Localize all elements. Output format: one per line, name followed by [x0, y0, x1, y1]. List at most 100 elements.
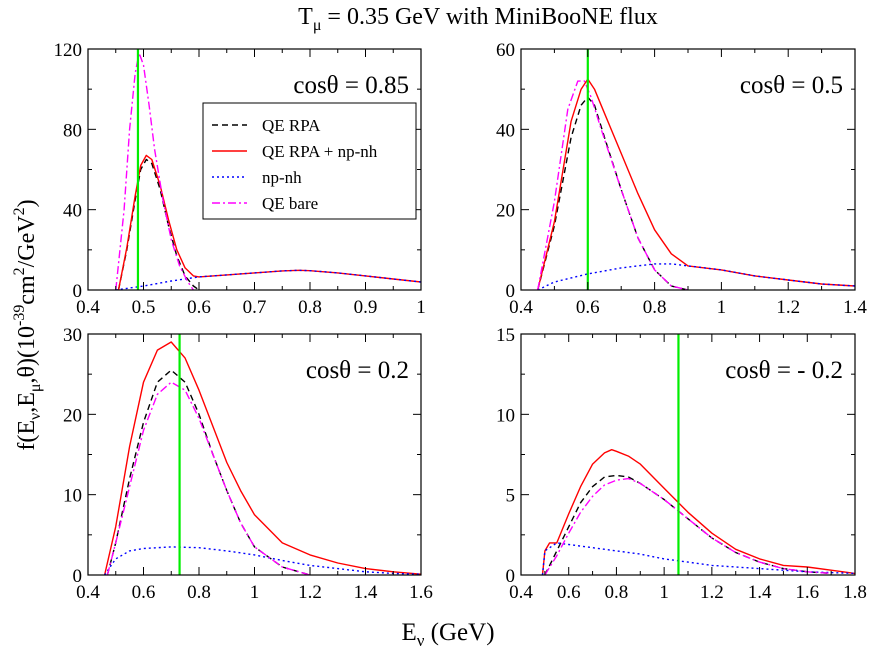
- y-label-e: ,θ)(10: [14, 326, 40, 383]
- x-tick-label: 0.4: [76, 582, 100, 603]
- y-label-h: 2: [11, 267, 28, 275]
- y-tick-label: 40: [496, 120, 515, 141]
- title-rest: = 0.35 GeV with MiniBooNE flux: [321, 4, 657, 30]
- panel-cos-neg02: 0.4 0.6 0.8 1 1.2 1.4 1.6 1.8 0 5 10 15 cosθ = - 0.2: [496, 325, 867, 603]
- x-tick-label: 0.8: [643, 297, 667, 318]
- panel-cos-085: 0.4 0.5 0.6 0.7 0.8 0.9 1 0 40 80 120 cosθ = 0.85: [54, 40, 426, 318]
- legend: QE RPA QE RPA + np-nh np-nh QE bare: [202, 102, 417, 220]
- series-npnh-line: [541, 542, 855, 575]
- x-tick-label: 0.8: [298, 297, 322, 318]
- legend-label-qe-rpa-npnh: QE RPA + np-nh: [262, 142, 378, 161]
- x-tick-label: 1.4: [354, 582, 378, 603]
- x-tick-label: 0.6: [187, 297, 211, 318]
- x-tick-label: 0.4: [76, 297, 100, 318]
- series-qe-rpa-line: [544, 474, 832, 575]
- x-axis-label: Eν (GeV): [401, 619, 494, 650]
- plot-area: [541, 449, 855, 575]
- series-qe-bare-line: [106, 381, 311, 575]
- y-tick-label: 15: [496, 325, 515, 346]
- y-label-c: ,E: [14, 392, 40, 413]
- x-tick-label: 1.2: [298, 582, 322, 603]
- y-tick-label: 20: [496, 201, 515, 222]
- legend-label-npnh: np-nh: [262, 168, 302, 187]
- series-qe-rpa-npnh-line: [103, 341, 421, 575]
- plot-area: [115, 52, 421, 290]
- y-tick-label: 120: [54, 40, 83, 61]
- legend-entry-qe-rpa: QE RPA: [212, 116, 321, 135]
- x-tick-label: 1.2: [776, 297, 800, 318]
- x-tick-label: 0.6: [132, 582, 156, 603]
- x-tick-label: 0.6: [557, 582, 581, 603]
- x-tick-label: 1: [717, 297, 727, 318]
- plot-area: [103, 341, 421, 575]
- panel-annotation: cosθ = 0.2: [306, 357, 409, 384]
- x-tick-label: 1: [250, 582, 260, 603]
- y-label-i: /GeV: [14, 215, 40, 268]
- x-tick-label: 1.6: [409, 582, 433, 603]
- x-tick-label: 1.6: [795, 582, 819, 603]
- title-subscript: μ: [313, 17, 322, 34]
- panel-cos-02: 0.4 0.6 0.8 1 1.2 1.4 1.6 0 10 20 30 cosθ = 0.2: [63, 325, 433, 603]
- x-tick-label: 0.8: [605, 582, 629, 603]
- y-tick-label: 0: [73, 281, 83, 302]
- series-qe-rpa-line: [106, 369, 311, 575]
- x-axis-label-sub: ν: [417, 631, 425, 650]
- x-tick-label: 1: [416, 297, 426, 318]
- y-label-k: ): [14, 199, 40, 207]
- series-qe-rpa-line: [537, 96, 689, 290]
- panel-annotation: cosθ = - 0.2: [725, 357, 843, 384]
- series-qe-bare-line: [544, 477, 832, 575]
- x-tick-label: 1.2: [700, 582, 724, 603]
- y-label-f: -39: [11, 305, 28, 326]
- series-qe-rpa-npnh-line: [117, 154, 421, 290]
- y-tick-label: 10: [63, 486, 82, 507]
- legend-label-qe-bare: QE bare: [262, 194, 318, 213]
- y-tick-label: 0: [73, 566, 83, 587]
- x-tick-label: 1.4: [843, 297, 867, 318]
- series-npnh-line: [115, 269, 421, 290]
- x-tick-label: 0.5: [132, 297, 156, 318]
- x-tick-label: 0.6: [576, 297, 600, 318]
- y-tick-label: 80: [63, 120, 82, 141]
- x-axis-label-main: E: [401, 619, 416, 646]
- legend-box: [202, 102, 417, 220]
- series-qe-bare-line: [537, 80, 689, 290]
- legend-entry-qe-bare: QE bare: [212, 194, 318, 213]
- y-tick-label: 20: [63, 405, 82, 426]
- y-tick-label: 30: [63, 325, 82, 346]
- y-tick-label: 0: [506, 281, 516, 302]
- y-tick-label: 40: [63, 201, 82, 222]
- y-label-a: f(E: [14, 420, 40, 451]
- y-label-b: ν: [27, 413, 44, 420]
- x-tick-label: 0.4: [509, 297, 533, 318]
- x-tick-label: 0.8: [187, 582, 211, 603]
- panel-cos-05: 0.4 0.6 0.8 1 1.2 1.4 0 20 40 60 cosθ = 0.5: [496, 40, 867, 318]
- y-axis-label: f(Eν,Eμ,θ)(10-39cm2/GeV2): [11, 199, 44, 450]
- chart-title: Tμ = 0.35 GeV with MiniBooNE flux: [298, 4, 658, 34]
- y-tick-label: 0: [506, 566, 516, 587]
- legend-label-qe-rpa: QE RPA: [262, 116, 321, 135]
- panel-annotation: cosθ = 0.5: [740, 72, 843, 99]
- y-label-d: μ: [27, 383, 44, 392]
- x-tick-label: 0.7: [243, 297, 267, 318]
- y-label-g: cm: [14, 275, 40, 305]
- series-qe-rpa-npnh-line: [541, 449, 855, 575]
- x-tick-label: 1: [659, 582, 669, 603]
- x-tick-label: 0.4: [509, 582, 533, 603]
- panel-annotation: cosθ = 0.85: [293, 72, 409, 99]
- series-npnh-line: [537, 263, 855, 290]
- y-label-j: 2: [11, 207, 28, 215]
- y-tick-label: 10: [496, 405, 515, 426]
- y-tick-label: 5: [506, 486, 516, 507]
- plot-area: [537, 78, 855, 290]
- legend-entry-qe-rpa-npnh: QE RPA + np-nh: [212, 142, 378, 161]
- title-prefix: T: [298, 4, 313, 30]
- x-tick-label: 1.4: [748, 582, 772, 603]
- series-npnh-line: [104, 546, 421, 575]
- series-qe-bare-line: [115, 52, 194, 290]
- y-tick-label: 60: [496, 40, 515, 61]
- series-qe-rpa-npnh-line: [537, 78, 855, 290]
- x-axis-label-unit: (GeV): [424, 619, 494, 646]
- x-tick-label: 0.9: [354, 297, 378, 318]
